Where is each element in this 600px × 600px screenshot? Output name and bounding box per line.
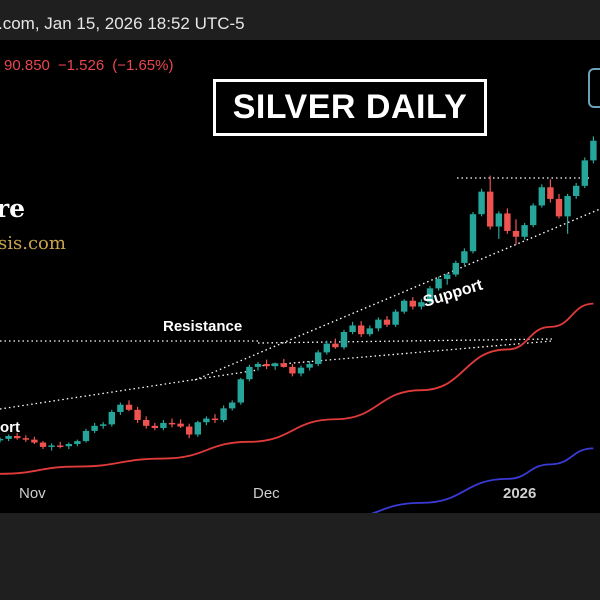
candle-body	[254, 364, 262, 367]
slow-moving-average-line	[371, 447, 594, 513]
candle-body	[186, 426, 193, 435]
lower-support-line	[0, 369, 259, 410]
candle-body	[297, 367, 305, 374]
candle-body	[39, 442, 47, 447]
candle-body	[143, 420, 150, 426]
candle-body	[0, 438, 4, 441]
support-trendline	[194, 208, 600, 381]
candle-body	[478, 191, 485, 215]
candle-body	[401, 300, 408, 312]
x-tick-2026: 2026	[503, 485, 536, 502]
fast-moving-average-line	[0, 302, 594, 475]
candlestick-series	[0, 136, 597, 451]
candle-body	[57, 445, 64, 447]
trend-guides	[0, 177, 600, 410]
candle-body	[237, 379, 244, 403]
candle-body	[246, 366, 253, 380]
candle-body	[160, 422, 167, 428]
price-change: −1.526	[57, 57, 105, 74]
x-tick-dec: Dec	[253, 485, 280, 502]
candle-body	[203, 418, 210, 423]
watermark-site: sis.com	[0, 233, 66, 254]
candle-body	[5, 436, 12, 439]
candle-body	[323, 343, 330, 353]
watermark-logo: re	[0, 194, 26, 223]
candle-body	[375, 319, 382, 329]
candle-body	[134, 409, 141, 420]
candle-body	[512, 230, 520, 237]
channel-upper-line	[257, 338, 553, 344]
candle-body	[521, 225, 528, 237]
candle-body	[125, 404, 133, 410]
candle-body	[452, 262, 459, 275]
candle-body	[547, 187, 554, 199]
chart-title: SILVER DAILY	[213, 79, 487, 136]
candle-body	[358, 325, 365, 335]
candle-body	[31, 439, 38, 443]
header-bar	[0, 0, 600, 40]
candle-body	[91, 425, 98, 431]
channel-lower-line	[257, 340, 553, 367]
lower-support-label: ort	[0, 419, 20, 436]
candle-body	[272, 363, 279, 367]
candle-body	[332, 343, 339, 348]
candle-body	[151, 425, 158, 428]
bottom-panel	[0, 513, 600, 600]
candle-body	[418, 302, 425, 307]
candle-body	[108, 412, 115, 425]
candle-body	[194, 422, 201, 435]
candle-body	[392, 311, 399, 325]
price-readout: 90.850 −1.526 (−1.65%)	[4, 57, 181, 74]
candle-body	[538, 187, 545, 206]
candle-body	[435, 278, 442, 289]
candle-body	[573, 185, 580, 196]
candle-body	[315, 352, 322, 364]
candle-body	[229, 402, 236, 409]
candle-body	[581, 160, 588, 186]
last-price: 90.850	[4, 57, 50, 74]
chart-button-icon[interactable]	[588, 68, 600, 108]
candle-body	[14, 436, 21, 439]
candle-body	[383, 319, 391, 325]
candle-body	[117, 404, 124, 412]
candle-body	[280, 363, 287, 367]
candle-body	[555, 198, 563, 217]
candle-body	[177, 423, 184, 427]
candle-body	[340, 332, 348, 348]
candle-body	[564, 196, 571, 217]
candle-body	[469, 214, 477, 252]
candle-body	[289, 366, 296, 374]
candle-body	[65, 444, 72, 447]
candle-body	[426, 288, 434, 303]
candle-body	[168, 422, 176, 425]
candle-body	[444, 274, 451, 279]
resistance-label: Resistance	[163, 318, 242, 335]
price-chart[interactable]: Resistance Support ort Nov Dec 2026	[0, 40, 600, 513]
candle-body	[495, 213, 502, 227]
source-timestamp: .com, Jan 15, 2026 18:52 UTC-5	[0, 14, 245, 33]
candle-body	[220, 408, 227, 420]
candle-body	[263, 364, 270, 367]
candle-body	[409, 300, 416, 307]
candle-body	[211, 418, 219, 421]
price-change-percent: (−1.65%)	[112, 57, 174, 74]
candle-body	[22, 438, 29, 440]
candle-body	[74, 441, 81, 444]
candle-body	[461, 251, 468, 263]
candle-body	[530, 205, 537, 226]
candle-body	[48, 445, 55, 447]
candle-body	[504, 213, 511, 231]
candle-body	[366, 328, 373, 335]
candle-body	[100, 424, 107, 426]
candle-body	[349, 325, 356, 332]
candle-body	[590, 140, 597, 161]
x-tick-nov: Nov	[19, 485, 46, 502]
candle-body	[487, 191, 494, 227]
support-label: Support	[421, 276, 485, 310]
candle-body	[82, 430, 90, 442]
candle-body	[306, 364, 313, 368]
